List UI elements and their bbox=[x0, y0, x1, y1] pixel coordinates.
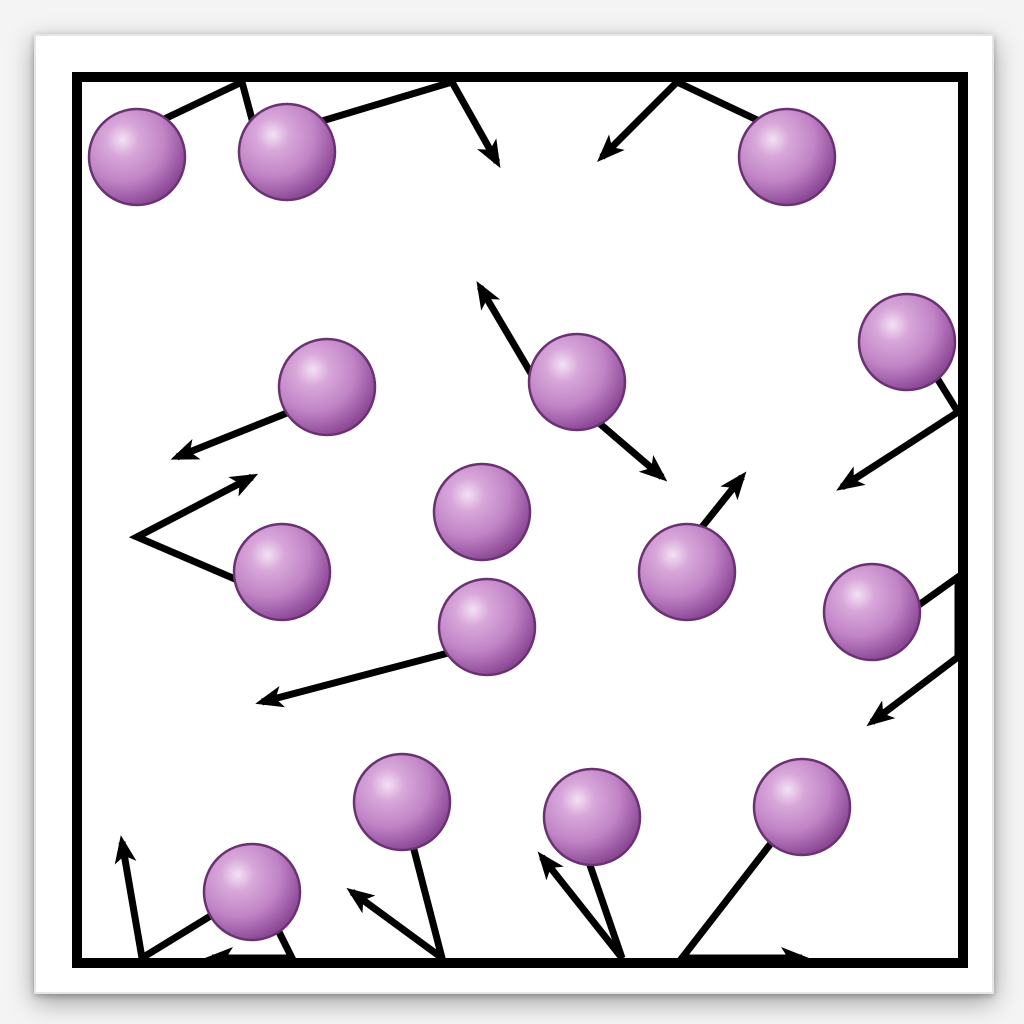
motion-arrow bbox=[122, 842, 217, 958]
particle bbox=[234, 524, 330, 620]
particle bbox=[529, 334, 625, 430]
diagram-stage bbox=[82, 82, 958, 958]
particle bbox=[544, 769, 640, 865]
particle bbox=[279, 339, 375, 435]
particle-box bbox=[72, 72, 968, 968]
particle bbox=[239, 104, 335, 200]
particle bbox=[859, 294, 955, 390]
particle bbox=[204, 844, 300, 940]
motion-arrow bbox=[682, 842, 802, 958]
particles-layer bbox=[89, 104, 955, 940]
motion-arrow bbox=[352, 842, 442, 958]
particle bbox=[434, 464, 530, 560]
particle bbox=[439, 579, 535, 675]
motion-arrow bbox=[262, 652, 452, 702]
particle bbox=[754, 759, 850, 855]
particle bbox=[354, 754, 450, 850]
motion-arrow bbox=[592, 417, 662, 477]
particle bbox=[639, 524, 735, 620]
particle bbox=[739, 109, 835, 205]
motion-arrow bbox=[177, 407, 302, 457]
diagram-frame bbox=[34, 34, 994, 994]
particle bbox=[824, 564, 920, 660]
particle bbox=[89, 109, 185, 205]
